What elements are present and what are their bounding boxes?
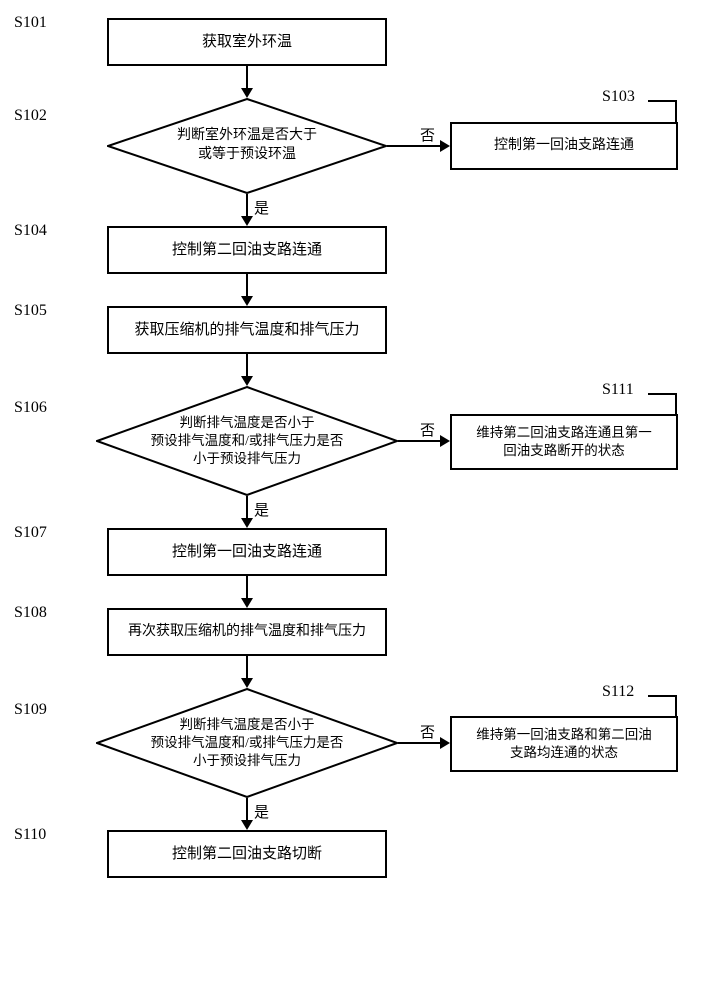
edge	[246, 194, 248, 218]
edge	[246, 496, 248, 520]
step-id-s109: S109	[14, 701, 47, 719]
edge	[246, 576, 248, 600]
step-text: 维持第一回油支路和第二回油 支路均连通的状态	[476, 726, 652, 762]
leader-line	[675, 100, 677, 122]
flowchart-step-s109: 判断排气温度是否小于 预设排气温度和/或排气压力是否 小于预设排气压力	[96, 688, 398, 798]
edge	[398, 440, 442, 442]
leader-line	[648, 100, 676, 102]
leader-line	[648, 695, 676, 697]
step-id-s108: S108	[14, 604, 47, 622]
step-id-s111: S111	[602, 381, 634, 399]
flowchart-step-s111: 维持第二回油支路连通且第一 回油支路断开的状态	[450, 414, 678, 470]
edge	[246, 798, 248, 822]
step-id-s107: S107	[14, 524, 47, 542]
flowchart-step-s102: 判断室外环温是否大于 或等于预设环温	[107, 98, 387, 194]
arrowhead	[241, 376, 253, 386]
arrowhead	[440, 737, 450, 749]
step-id-s101: S101	[14, 14, 47, 32]
step-text: 判断排气温度是否小于 预设排气温度和/或排气压力是否 小于预设排气压力	[151, 414, 344, 469]
step-text: 控制第一回油支路连通	[172, 542, 322, 562]
arrowhead	[241, 518, 253, 528]
step-id-s112: S112	[602, 683, 634, 701]
step-id-s110: S110	[14, 826, 46, 844]
flowchart-step-s105: 获取压缩机的排气温度和排气压力	[107, 306, 387, 354]
edge-label-no: 否	[420, 124, 435, 145]
step-id-s106: S106	[14, 399, 47, 417]
flowchart-step-s110: 控制第二回油支路切断	[107, 830, 387, 878]
step-id-s102: S102	[14, 107, 47, 125]
step-text: 获取压缩机的排气温度和排气压力	[134, 320, 359, 340]
edge	[246, 656, 248, 680]
step-text: 判断排气温度是否小于 预设排气温度和/或排气压力是否 小于预设排气压力	[151, 716, 344, 771]
flowchart-step-s106: 判断排气温度是否小于 预设排气温度和/或排气压力是否 小于预设排气压力	[96, 386, 398, 496]
edge-label-no: 否	[420, 721, 435, 742]
edge-label-yes: 是	[254, 499, 269, 520]
arrowhead	[241, 820, 253, 830]
step-text: 获取室外环温	[202, 32, 292, 52]
arrowhead	[241, 598, 253, 608]
arrowhead	[440, 140, 450, 152]
step-id-s105: S105	[14, 302, 47, 320]
edge	[246, 66, 248, 90]
edge	[387, 145, 442, 147]
arrowhead	[241, 678, 253, 688]
step-text: 控制第二回油支路切断	[172, 844, 322, 864]
flowchart-step-s104: 控制第二回油支路连通	[107, 226, 387, 274]
flowchart-step-s101: 获取室外环温	[107, 18, 387, 66]
arrowhead	[241, 88, 253, 98]
edge	[398, 742, 442, 744]
step-text: 再次获取压缩机的排气温度和排气压力	[128, 623, 366, 642]
step-text: 判断室外环温是否大于 或等于预设环温	[177, 127, 317, 165]
leader-line	[675, 695, 677, 716]
edge-label-yes: 是	[254, 801, 269, 822]
step-text: 控制第二回油支路连通	[172, 240, 322, 260]
step-text: 维持第二回油支路连通且第一 回油支路断开的状态	[476, 424, 652, 460]
leader-line	[648, 393, 676, 395]
flowchart-step-s108: 再次获取压缩机的排气温度和排气压力	[107, 608, 387, 656]
arrowhead	[440, 435, 450, 447]
edge	[246, 274, 248, 298]
edge	[246, 354, 248, 378]
edge-label-yes: 是	[254, 197, 269, 218]
flowchart-step-s112: 维持第一回油支路和第二回油 支路均连通的状态	[450, 716, 678, 772]
flowchart-step-s103: 控制第一回油支路连通	[450, 122, 678, 170]
arrowhead	[241, 296, 253, 306]
step-text: 控制第一回油支路连通	[494, 137, 634, 156]
step-id-s103: S103	[602, 88, 635, 106]
step-id-s104: S104	[14, 222, 47, 240]
edge-label-no: 否	[420, 419, 435, 440]
leader-line	[675, 393, 677, 414]
flowchart-step-s107: 控制第一回油支路连通	[107, 528, 387, 576]
arrowhead	[241, 216, 253, 226]
